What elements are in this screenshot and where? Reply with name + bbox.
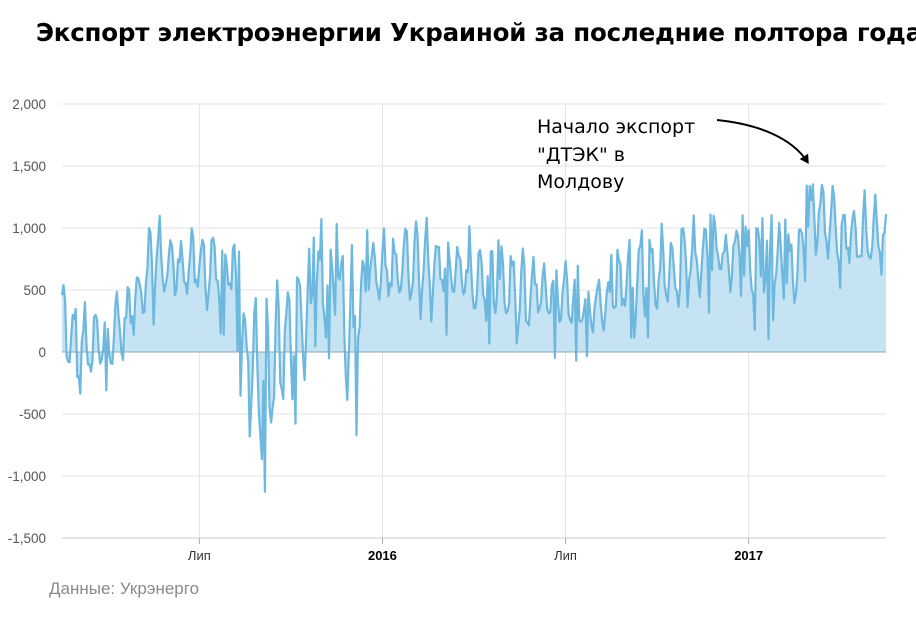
chart-title: Экспорт электроэнергии Украиной за после… <box>36 18 916 47</box>
y-tick-label: -1,500 <box>8 531 46 546</box>
x-tick-label: Лип <box>554 548 577 563</box>
annotation-text-line: Начало экспорт <box>537 116 695 138</box>
area-layer <box>62 184 886 492</box>
y-tick-label: 0 <box>38 345 46 360</box>
annotation-text-line: "ДТЭК" в <box>537 144 625 166</box>
x-axis: Лип 2016 Лип 2017 <box>62 537 886 563</box>
series-area <box>62 184 886 492</box>
source-note: Данные: Укрэнерго <box>49 579 200 598</box>
x-tick-label: 2016 <box>368 548 397 563</box>
y-tick-label: 500 <box>23 283 46 298</box>
y-tick-label: 1,500 <box>12 159 46 174</box>
x-tick-label: Лип <box>188 548 211 563</box>
y-tick-label: -500 <box>19 407 46 422</box>
series-line <box>60 183 888 493</box>
y-tick-label: -1,000 <box>8 469 46 484</box>
y-axis: 2,000 1,500 1,000 500 0 -500 -1,000 -1,500 <box>8 97 46 546</box>
x-tick-label: 2017 <box>734 548 763 563</box>
annotation-arrow <box>716 119 809 164</box>
y-tick-label: 2,000 <box>12 97 46 112</box>
annotation-text-line: Молдову <box>537 171 624 193</box>
y-tick-label: 1,000 <box>12 221 46 236</box>
annotation: Начало экспорт "ДТЭК" в Молдову <box>537 116 809 193</box>
line-layer <box>60 183 888 493</box>
